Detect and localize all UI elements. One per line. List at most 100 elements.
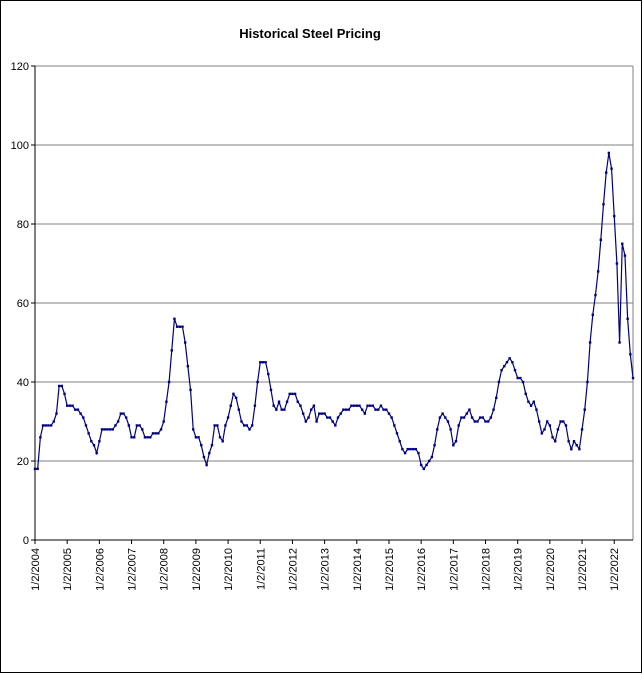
x-tick-label: 1/2/2021	[577, 548, 589, 591]
data-marker	[591, 313, 594, 317]
data-marker	[307, 416, 310, 419]
data-marker	[387, 412, 391, 415]
data-marker	[95, 451, 98, 455]
data-marker	[218, 436, 222, 439]
data-marker	[411, 447, 415, 451]
data-marker	[613, 214, 616, 218]
data-marker	[406, 447, 409, 451]
data-marker	[425, 463, 428, 467]
data-marker	[618, 341, 621, 344]
data-marker	[138, 424, 141, 427]
data-marker	[586, 380, 589, 384]
data-marker	[312, 404, 316, 407]
y-tick-label: 0	[23, 535, 29, 547]
data-marker	[103, 428, 106, 431]
data-marker	[192, 428, 195, 431]
data-marker	[124, 416, 128, 419]
data-marker	[100, 428, 104, 431]
data-marker	[551, 436, 554, 439]
data-marker	[186, 365, 190, 368]
data-marker	[495, 396, 498, 399]
data-marker	[454, 440, 458, 443]
data-marker	[226, 416, 230, 419]
data-marker	[277, 400, 281, 403]
data-marker	[602, 203, 605, 206]
data-marker	[548, 424, 552, 427]
data-marker	[242, 424, 246, 427]
data-marker	[486, 420, 490, 423]
data-marker	[82, 416, 85, 419]
data-marker	[183, 341, 187, 344]
data-marker	[430, 455, 434, 459]
y-tick-label: 100	[11, 140, 29, 152]
data-marker	[87, 432, 90, 435]
data-marker	[508, 357, 511, 360]
data-marker	[280, 408, 283, 411]
data-marker	[205, 463, 208, 467]
data-marker	[92, 444, 96, 447]
x-tick-label: 1/2/2017	[448, 548, 460, 591]
data-marker	[285, 400, 289, 403]
data-marker	[537, 420, 541, 423]
y-tick-label: 40	[17, 377, 29, 389]
data-marker	[468, 408, 471, 411]
data-marker	[500, 368, 503, 372]
data-marker	[374, 408, 377, 411]
data-marker	[264, 361, 267, 364]
data-marker	[251, 424, 254, 427]
data-marker	[320, 412, 324, 415]
data-marker	[470, 416, 474, 419]
data-marker	[594, 293, 597, 297]
y-tick-label: 80	[17, 219, 29, 231]
data-marker	[401, 447, 404, 451]
data-marker	[71, 404, 74, 407]
data-marker	[452, 444, 455, 447]
data-marker	[535, 408, 538, 411]
x-tick-label: 1/2/2009	[191, 548, 203, 591]
data-marker	[540, 432, 544, 435]
data-marker	[221, 440, 224, 443]
data-marker	[476, 420, 479, 423]
data-marker	[41, 424, 45, 427]
data-marker	[178, 325, 182, 328]
x-tick-label: 1/2/2011	[255, 548, 267, 590]
data-marker	[299, 404, 302, 407]
data-marker	[363, 412, 367, 415]
data-marker	[173, 317, 176, 320]
data-marker	[33, 467, 37, 471]
data-marker	[133, 436, 136, 439]
x-tick-label: 1/2/2019	[513, 548, 525, 591]
data-marker	[441, 412, 444, 415]
data-marker	[165, 400, 168, 403]
data-marker	[473, 420, 476, 423]
x-tick-label: 1/2/2020	[545, 548, 557, 591]
data-marker	[151, 432, 155, 435]
data-marker	[519, 376, 522, 380]
data-marker	[253, 404, 257, 407]
data-marker	[371, 404, 375, 407]
y-tick-label: 20	[17, 456, 29, 468]
data-marker	[248, 428, 251, 431]
data-marker	[484, 420, 487, 423]
data-marker	[398, 440, 401, 443]
data-marker	[224, 424, 227, 427]
data-marker	[63, 392, 66, 396]
x-tick-label: 1/2/2007	[127, 548, 139, 591]
data-marker	[457, 424, 460, 427]
data-marker	[52, 420, 55, 423]
data-marker	[580, 428, 584, 431]
x-tick-label: 1/2/2014	[352, 548, 364, 591]
data-marker	[355, 404, 358, 407]
data-marker	[261, 361, 265, 364]
data-marker	[621, 242, 624, 245]
data-marker	[516, 376, 519, 380]
data-marker	[141, 428, 144, 431]
data-marker	[607, 151, 611, 155]
data-marker	[419, 463, 423, 467]
data-marker	[347, 408, 350, 411]
data-marker	[334, 424, 337, 427]
data-marker	[409, 447, 412, 451]
data-marker	[567, 440, 570, 443]
data-marker	[529, 404, 533, 407]
